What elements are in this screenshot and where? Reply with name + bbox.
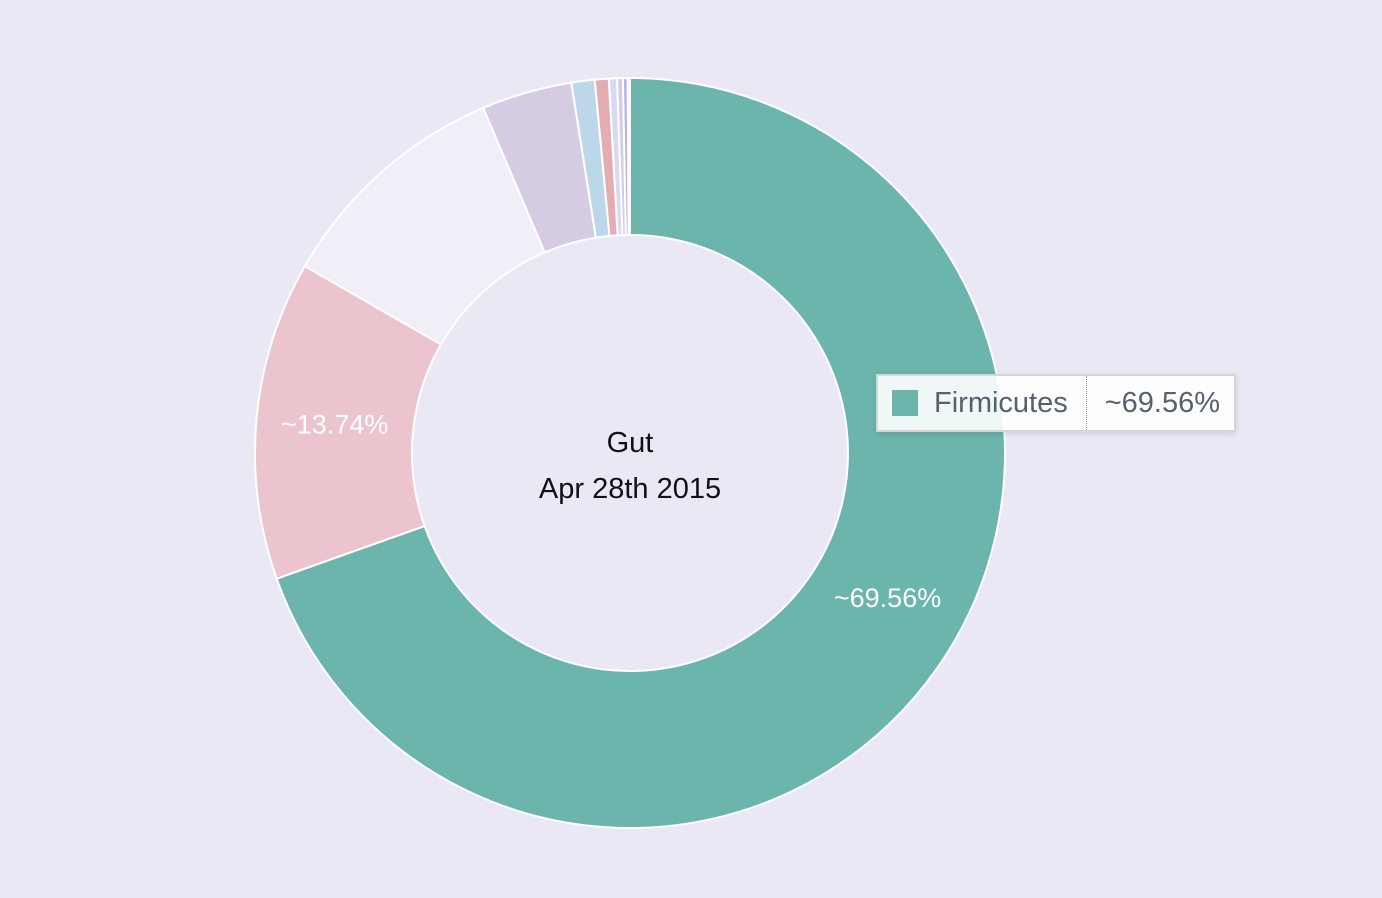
slices-layer xyxy=(254,76,1006,829)
tooltip-series: Firmicutes xyxy=(878,376,1087,430)
donut-slice-9[interactable] xyxy=(626,76,631,237)
tooltip-series-name: Firmicutes xyxy=(934,386,1068,419)
slice-label-1: ~13.74% xyxy=(281,410,388,440)
slice-labels-layer: ~69.56% ~13.74% xyxy=(281,410,941,614)
center-subtitle: Apr 28th 2015 xyxy=(539,473,721,505)
tooltip-value: ~69.56% xyxy=(1104,386,1221,419)
donut-slice-0[interactable] xyxy=(275,76,1006,829)
tooltip-color-swatch xyxy=(892,390,918,416)
slice-tooltip: Firmicutes ~69.56% xyxy=(876,374,1237,432)
center-title: Gut xyxy=(607,427,654,459)
slice-label-0: ~69.56% xyxy=(834,583,941,613)
donut-slice-1[interactable] xyxy=(254,264,443,580)
